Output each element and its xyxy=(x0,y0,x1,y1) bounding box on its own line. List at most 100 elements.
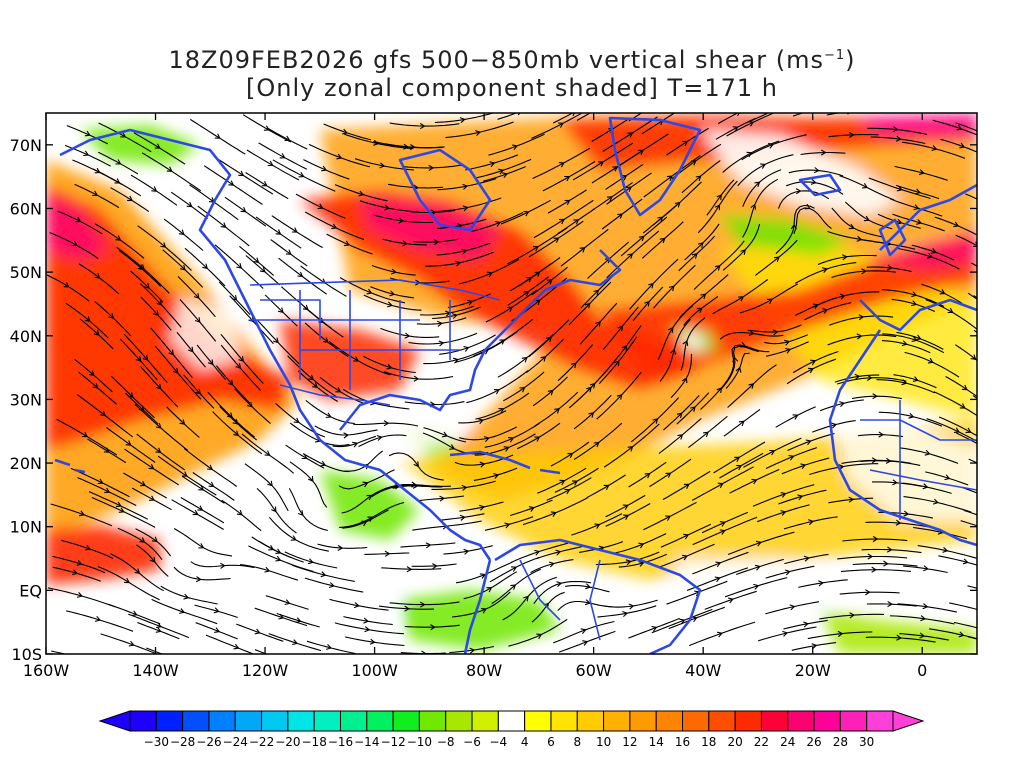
streamline-arrow xyxy=(892,479,898,486)
streamline-arrow xyxy=(166,166,173,172)
streamline-arrow xyxy=(780,492,787,498)
colorbar-label: −24 xyxy=(223,735,248,749)
streamline-arrow xyxy=(325,412,332,419)
streamline-arrow xyxy=(80,656,85,661)
colorbar-swatch xyxy=(129,710,157,732)
streamline xyxy=(137,621,180,640)
streamline-arrow xyxy=(155,422,162,429)
streamline-arrow xyxy=(88,370,95,377)
streamline xyxy=(146,647,164,654)
streamline xyxy=(140,366,179,408)
streamline-arrow xyxy=(343,432,350,439)
streamline xyxy=(334,184,388,202)
streamline xyxy=(893,374,937,389)
streamline-arrow xyxy=(114,178,121,184)
streamline-arrow xyxy=(792,414,799,420)
streamline-arrow xyxy=(580,628,587,634)
streamline-arrow xyxy=(179,608,186,614)
streamline-arrow xyxy=(480,608,487,614)
streamline xyxy=(110,553,164,592)
streamline-arrow xyxy=(523,210,530,217)
streamline-arrow xyxy=(818,580,824,587)
coastline-cuba-caribbean xyxy=(449,450,561,475)
streamline xyxy=(764,334,809,345)
colorbar-label: −26 xyxy=(196,735,221,749)
streamline xyxy=(602,116,658,152)
streamline-arrow xyxy=(155,383,162,390)
streamline-arrow xyxy=(644,300,650,307)
streamline-arrow xyxy=(856,333,863,340)
streamline-arrow xyxy=(131,610,138,617)
streamline xyxy=(458,258,520,285)
streamline xyxy=(717,113,739,125)
streamline-arrow xyxy=(585,583,592,590)
streamline xyxy=(831,270,896,279)
streamline-arrow xyxy=(665,472,672,478)
streamline-arrow xyxy=(715,561,722,568)
streamline xyxy=(465,154,519,171)
streamline-arrow xyxy=(994,179,999,184)
streamline-arrow xyxy=(594,523,601,529)
streamline-arrow xyxy=(507,306,513,312)
streamline xyxy=(784,553,829,565)
streamline-arrow xyxy=(361,520,368,527)
lat-label: 30N xyxy=(10,390,42,409)
streamline-arrow xyxy=(517,113,521,116)
streamline-arrow xyxy=(584,599,591,606)
streamline-arrow xyxy=(83,150,90,157)
colorbar-swatch xyxy=(708,710,736,732)
streamline-arrow xyxy=(125,440,132,446)
colorbar-swatch xyxy=(813,710,841,732)
streamline-arrow xyxy=(135,356,142,362)
streamline xyxy=(752,484,815,507)
streamline xyxy=(285,444,325,469)
streamline-arrow xyxy=(512,144,519,151)
streamline-arrow xyxy=(317,203,324,210)
streamline-arrow xyxy=(366,288,373,295)
streamline-arrow xyxy=(858,314,865,321)
streamline-arrow xyxy=(638,561,645,567)
streamline xyxy=(676,392,710,425)
streamline-arrow xyxy=(848,496,855,503)
streamline xyxy=(719,331,784,340)
streamline-arrow xyxy=(235,363,242,370)
streamline-arrow xyxy=(536,633,543,640)
streamline-arrow xyxy=(738,420,745,427)
streamline-arrow xyxy=(913,204,920,211)
lon-label: 60W xyxy=(576,661,612,680)
streamline xyxy=(712,279,769,315)
streamline xyxy=(244,463,289,512)
streamline-arrow xyxy=(839,401,846,408)
streamline-arrow xyxy=(479,573,486,579)
streamline xyxy=(135,528,172,557)
streamline-arrow xyxy=(895,519,902,526)
streamline-arrow xyxy=(985,494,990,499)
streamline-arrow xyxy=(947,307,954,314)
streamline-arrow xyxy=(555,549,562,556)
colorbar-label: 18 xyxy=(701,735,716,749)
streamline-arrow xyxy=(695,175,702,182)
streamline-arrow xyxy=(253,257,260,264)
streamline xyxy=(190,561,255,569)
streamline-arrow xyxy=(193,293,200,299)
coastline-gulf-of-mexico xyxy=(338,249,622,431)
streamline-arrow xyxy=(991,468,996,473)
streamline xyxy=(605,163,644,190)
streamline-arrow xyxy=(115,159,122,165)
streamline-arrow xyxy=(326,644,333,650)
streamline xyxy=(571,513,623,536)
streamline xyxy=(531,266,568,296)
streamline xyxy=(289,422,350,447)
streamline-arrow xyxy=(740,249,746,255)
lat-label: EQ xyxy=(19,581,42,600)
streamline-arrow xyxy=(78,510,85,517)
streamline xyxy=(295,193,346,219)
streamline-arrow xyxy=(784,339,791,346)
streamline-arrow xyxy=(983,132,988,137)
lon-label: 40W xyxy=(685,661,721,680)
streamline xyxy=(92,168,142,197)
streamline xyxy=(195,622,238,640)
shear-region-white-central-pacific xyxy=(170,300,240,370)
shear-core-magenta-pacific xyxy=(46,195,110,260)
streamline-arrow xyxy=(192,509,199,516)
